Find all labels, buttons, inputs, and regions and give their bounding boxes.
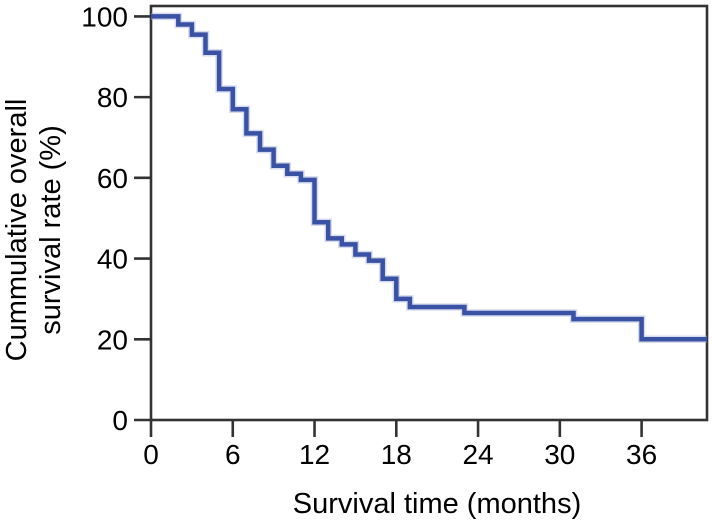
y-axis-title-line2: survival rate (%) <box>35 125 67 335</box>
plot-frame <box>149 4 709 422</box>
y-tick-label: 60 <box>97 163 128 194</box>
y-tick-label: 80 <box>97 82 128 113</box>
x-axis-ticks <box>149 420 643 437</box>
x-axis-tick-labels: 0 6 12 18 24 30 36 <box>143 439 657 470</box>
y-tick-label: 40 <box>97 244 128 275</box>
x-tick-label: 0 <box>143 439 159 470</box>
y-tick-label: 100 <box>81 1 128 32</box>
x-axis-title: Survival time (months) <box>293 488 581 520</box>
y-axis-tick-labels: 0 20 40 60 80 100 <box>81 1 128 436</box>
y-tick-label: 0 <box>112 405 128 436</box>
y-tick-label: 20 <box>97 324 128 355</box>
y-axis-ticks <box>134 15 151 422</box>
x-tick-label: 12 <box>299 439 330 470</box>
y-axis-title-line1: Cummulative overall <box>1 99 33 362</box>
x-tick-label: 6 <box>225 439 241 470</box>
survival-curve-halo <box>151 12 707 344</box>
x-tick-label: 30 <box>544 439 575 470</box>
survival-curve <box>151 14 707 342</box>
x-tick-label: 18 <box>381 439 412 470</box>
x-tick-label: 36 <box>626 439 657 470</box>
x-tick-label: 24 <box>462 439 493 470</box>
